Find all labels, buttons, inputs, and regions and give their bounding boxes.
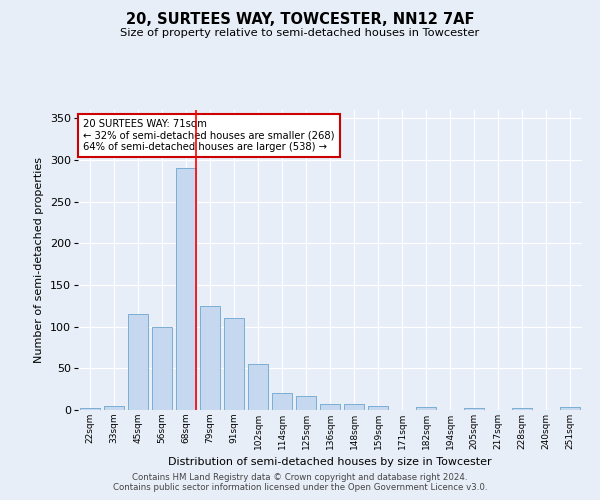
Text: Contains HM Land Registry data © Crown copyright and database right 2024.
Contai: Contains HM Land Registry data © Crown c…: [113, 473, 487, 492]
Bar: [248, 364, 268, 410]
Bar: [80, 408, 100, 410]
Text: 20, SURTEES WAY, TOWCESTER, NN12 7AF: 20, SURTEES WAY, TOWCESTER, NN12 7AF: [126, 12, 474, 28]
Bar: [104, 406, 124, 410]
Bar: [560, 406, 580, 410]
Bar: [344, 404, 364, 410]
Bar: [176, 168, 196, 410]
Bar: [152, 326, 172, 410]
Bar: [296, 396, 316, 410]
Text: Size of property relative to semi-detached houses in Towcester: Size of property relative to semi-detach…: [121, 28, 479, 38]
Bar: [272, 394, 292, 410]
Bar: [512, 408, 532, 410]
Bar: [224, 318, 244, 410]
Bar: [368, 406, 388, 410]
Bar: [464, 408, 484, 410]
X-axis label: Distribution of semi-detached houses by size in Towcester: Distribution of semi-detached houses by …: [168, 458, 492, 468]
Bar: [320, 404, 340, 410]
Bar: [416, 406, 436, 410]
Bar: [200, 306, 220, 410]
Text: 20 SURTEES WAY: 71sqm
← 32% of semi-detached houses are smaller (268)
64% of sem: 20 SURTEES WAY: 71sqm ← 32% of semi-deta…: [83, 119, 335, 152]
Bar: [128, 314, 148, 410]
Y-axis label: Number of semi-detached properties: Number of semi-detached properties: [34, 157, 44, 363]
